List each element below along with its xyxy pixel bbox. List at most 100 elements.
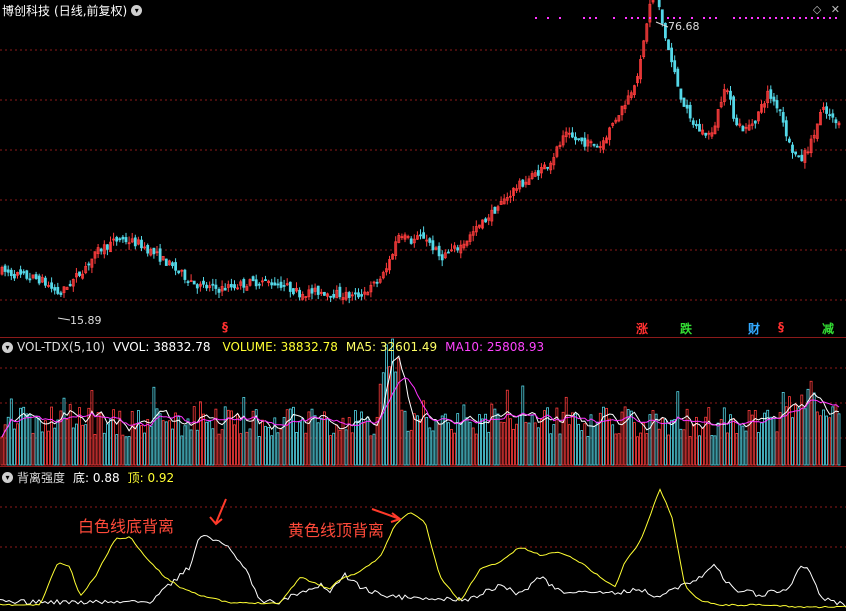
volume-bar	[741, 425, 745, 466]
volume-bar	[205, 421, 209, 466]
candle-body	[481, 219, 484, 229]
candle-body	[106, 244, 109, 250]
candle-body	[143, 246, 147, 249]
volume-bar	[815, 411, 819, 466]
volume-bar	[580, 430, 584, 466]
candle-body	[68, 283, 72, 287]
annotation-arrow	[209, 498, 227, 526]
chevron-down-icon[interactable]: ▾	[2, 341, 13, 353]
volume-bar	[589, 414, 593, 466]
volume-bar	[583, 423, 587, 466]
volume-bar	[512, 428, 515, 466]
candlestick-chart[interactable]	[0, 0, 846, 338]
candle-body	[750, 123, 754, 126]
volume-panel[interactable]: ▾ VOL-TDX(5,10) VVOL: 38832.78 VOLUME: 3…	[0, 338, 846, 467]
volume-bar	[450, 428, 453, 466]
volume-bar	[124, 436, 128, 466]
volume-bar	[198, 401, 202, 466]
marker-jian[interactable]: 减	[822, 322, 835, 336]
candle-body	[437, 245, 441, 257]
candle-body	[350, 294, 354, 297]
candle-body	[462, 243, 466, 249]
candle-body	[133, 237, 137, 247]
candle-body	[707, 132, 711, 135]
volume-bar	[3, 424, 7, 466]
signal-dot	[811, 17, 813, 19]
volume-bar	[617, 433, 621, 466]
marker-s-1[interactable]: §	[222, 320, 228, 334]
volume-bar	[260, 419, 264, 466]
volume-bar	[440, 415, 444, 466]
divergence-chart[interactable]	[0, 467, 846, 611]
volume-bar	[788, 396, 791, 466]
marker-zhang[interactable]: 涨	[636, 322, 649, 336]
volume-bar	[167, 420, 171, 466]
volume-bar	[59, 410, 63, 466]
candle-body	[614, 119, 618, 123]
candle-body	[205, 284, 209, 289]
candle-body	[583, 137, 587, 147]
marker-cai[interactable]: 财	[748, 322, 761, 336]
marker-die[interactable]: 跌	[680, 322, 693, 336]
candle-body	[167, 260, 171, 266]
candle-body	[276, 283, 280, 286]
volume-bar	[28, 414, 32, 466]
diamond-icon[interactable]: ◇	[812, 3, 822, 16]
volume-bar	[729, 414, 732, 466]
volume-bar	[713, 435, 717, 466]
close-icon[interactable]: ✕	[830, 3, 840, 16]
volume-bar	[65, 419, 69, 466]
volume-bar	[419, 419, 422, 466]
volume-bar	[555, 407, 559, 466]
candle-body	[505, 197, 509, 201]
candle-body	[704, 132, 708, 136]
signal-dot	[805, 17, 807, 19]
volume-bar	[502, 422, 506, 466]
candle-body	[657, 0, 661, 8]
annotation-white: 白色线底背离	[78, 517, 175, 536]
indicator-panel[interactable]: ▾ 背离强度 底: 0.88 顶: 0.92 白色线底背离 黄色线顶背离	[0, 467, 846, 611]
candle-body	[757, 111, 760, 122]
candle-body	[642, 40, 646, 58]
volume-bar	[202, 413, 205, 466]
candle-body	[295, 287, 298, 292]
volume-bar	[152, 386, 156, 466]
ind-name: 背离强度	[17, 471, 66, 485]
candle-body	[540, 167, 543, 174]
vvol-value: VVOL: 38832.78	[113, 340, 211, 354]
volume-bar	[620, 411, 624, 466]
candle-body	[524, 181, 528, 185]
candle-body	[744, 126, 748, 129]
candle-body	[59, 292, 63, 295]
volume-bar	[248, 428, 252, 466]
candle-body	[409, 238, 413, 244]
volume-bar	[704, 416, 708, 466]
signal-dot	[679, 17, 681, 19]
volume-bar	[136, 410, 140, 466]
marker-s-2[interactable]: §	[778, 320, 784, 334]
candle-body	[127, 242, 131, 245]
volume-bar	[474, 433, 478, 466]
volume-bar	[335, 424, 339, 466]
volume-bar	[760, 422, 763, 466]
chevron-down-icon[interactable]: ▾	[131, 5, 143, 16]
volume-chart[interactable]	[0, 338, 846, 467]
candle-body	[564, 131, 568, 138]
candle-body	[667, 39, 670, 51]
signal-dot	[751, 17, 753, 19]
volume-bar	[50, 406, 53, 466]
volume-bar	[291, 406, 295, 466]
candle-body	[285, 283, 289, 286]
candle-body	[115, 236, 119, 242]
chevron-down-icon[interactable]: ▾	[2, 472, 13, 483]
volume-bar	[208, 421, 212, 466]
volume-bar	[434, 420, 438, 466]
candle-body	[90, 258, 94, 268]
candle-body	[580, 137, 584, 142]
volume-bar	[316, 422, 320, 466]
candle-body	[124, 237, 128, 243]
ind-top: 顶: 0.92	[127, 471, 175, 485]
candle-body	[81, 273, 84, 279]
volume-bar	[561, 411, 565, 466]
price-panel[interactable]: 博创科技 (日线,前复权) ▾ ◇ ✕ 76.68 15.89 § 涨 跌 财 …	[0, 0, 846, 338]
